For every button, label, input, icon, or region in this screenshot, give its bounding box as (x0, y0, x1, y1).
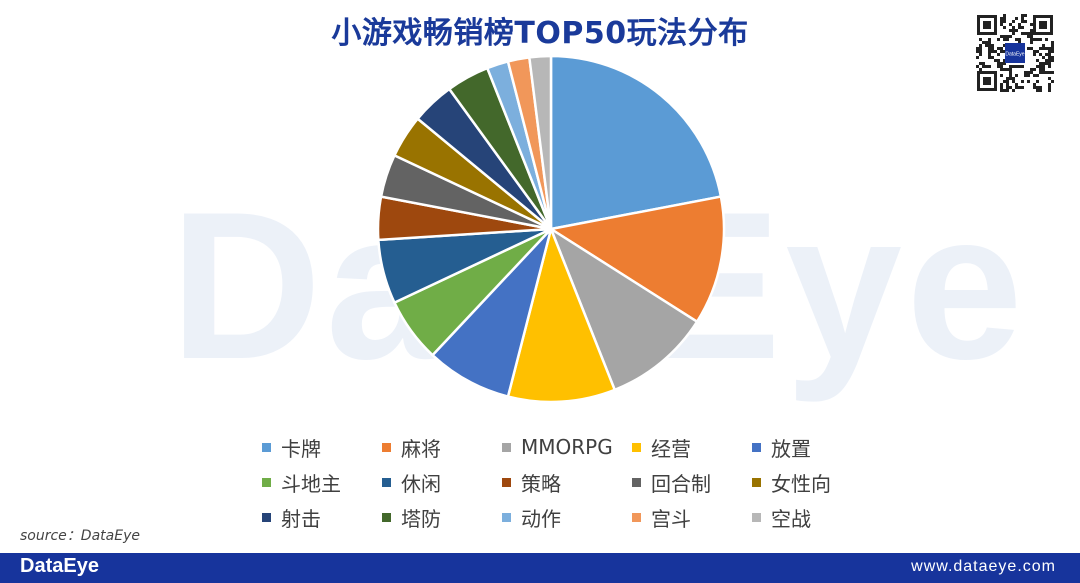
legend-swatch (632, 477, 641, 487)
legend-swatch (752, 442, 761, 452)
legend-item: 宫斗 (632, 504, 752, 531)
qr-logo-text: DataEye (1005, 52, 1024, 58)
legend-swatch (262, 512, 271, 522)
legend-item: 回合制 (632, 469, 752, 496)
chart-title: 小游戏畅销榜TOP50玩法分布 (331, 16, 749, 51)
legend-label: 塔防 (401, 506, 441, 531)
legend-swatch (382, 477, 391, 487)
legend-swatch (502, 512, 511, 522)
footer-url[interactable]: www.dataeye.com (911, 558, 1056, 575)
legend-item: 麻将 (382, 434, 502, 461)
legend-item: 塔防 (382, 504, 502, 531)
legend-swatch (752, 477, 761, 487)
footer-logo: DataEye (20, 555, 99, 577)
legend-label: 斗地主 (281, 471, 341, 496)
legend-label: 策略 (521, 471, 561, 496)
legend-label: 射击 (281, 506, 321, 531)
legend-item: 经营 (632, 434, 752, 461)
qr-code-icon: DataEye (976, 14, 1054, 92)
legend-item: 休闲 (382, 469, 502, 496)
legend-item: MMORPG (502, 434, 632, 460)
pie-slice (528, 54, 553, 231)
legend-label: 卡牌 (281, 436, 321, 461)
legend-swatch (502, 442, 511, 452)
chart-legend: 卡牌 麻将 MMORPG 经营 放置斗地主 休闲 策略 回合制 女性向射击 塔防 动作 宫斗 空战 (262, 434, 862, 531)
footer-bar: DataEye www.dataeye.com (0, 553, 1080, 583)
legend-swatch (382, 442, 391, 452)
legend-label: 麻将 (401, 436, 441, 461)
legend-label: 空战 (771, 506, 811, 531)
pie-slice (549, 227, 699, 392)
legend-label: 经营 (651, 436, 691, 461)
legend-swatch (382, 512, 391, 522)
legend-item: 女性向 (752, 469, 862, 496)
legend-label: 动作 (521, 506, 561, 531)
legend-swatch (752, 512, 761, 522)
legend-item: 策略 (502, 469, 632, 496)
legend-label: 宫斗 (651, 506, 691, 531)
legend-item: 卡牌 (262, 434, 382, 461)
legend-item: 动作 (502, 504, 632, 531)
legend-label: MMORPG (521, 435, 613, 459)
legend-swatch (262, 442, 271, 452)
legend-item: 斗地主 (262, 469, 382, 496)
legend-item: 空战 (752, 504, 862, 531)
legend-label: 回合制 (651, 471, 711, 496)
legend-label: 放置 (771, 436, 811, 461)
legend-label: 女性向 (771, 471, 831, 496)
pie-slice (549, 54, 723, 231)
legend-item: 放置 (752, 434, 862, 461)
legend-item: 射击 (262, 504, 382, 531)
pie-slice (506, 227, 616, 404)
legend-swatch (262, 477, 271, 487)
legend-swatch (632, 442, 641, 452)
legend-swatch (502, 477, 511, 487)
pie-slice (549, 195, 726, 323)
legend-label: 休闲 (401, 471, 441, 496)
legend-swatch (632, 512, 641, 522)
pie-chart (376, 54, 726, 404)
source-note: source：DataEye (20, 528, 140, 544)
